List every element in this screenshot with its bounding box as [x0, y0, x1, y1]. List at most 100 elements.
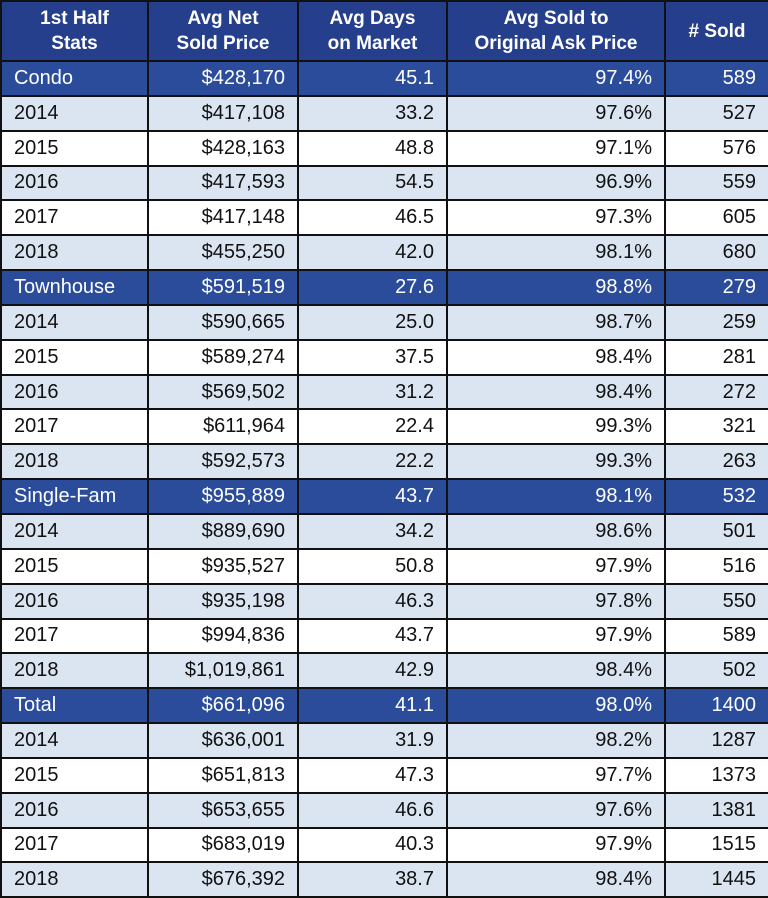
year-cell: 2018 — [0, 443, 149, 481]
avg-sold-to-ask-cell: 98.4% — [446, 861, 666, 898]
avg-sold-to-ask-cell: 98.7% — [446, 303, 666, 341]
table-row: 2014 $590,665 25.0 98.7% 259 — [0, 303, 768, 341]
year-cell: 2018 — [0, 861, 149, 898]
avg-net-sold-price-cell: $589,274 — [147, 338, 299, 376]
num-sold-cell: 1381 — [664, 791, 768, 829]
num-sold-cell: 281 — [664, 338, 768, 376]
num-sold-cell: 502 — [664, 652, 768, 690]
avg-net-sold-price-cell: $935,198 — [147, 582, 299, 620]
table-row: 2015 $651,813 47.3 97.7% 1373 — [0, 756, 768, 794]
avg-net-sold-price-cell: $428,163 — [147, 129, 299, 167]
avg-sold-to-ask-cell: 98.0% — [446, 687, 666, 725]
group-label-cell: Townhouse — [0, 269, 149, 306]
avg-sold-to-ask-cell: 98.4% — [446, 652, 666, 690]
avg-days-on-market-cell: 43.7 — [297, 478, 448, 515]
avg-net-sold-price-cell: $676,392 — [147, 861, 299, 898]
table-row: 2018 $1,019,861 42.9 98.4% 502 — [0, 652, 768, 690]
num-sold-cell: 321 — [664, 408, 768, 446]
avg-sold-to-ask-cell: 98.1% — [446, 478, 666, 515]
avg-sold-to-ask-cell: 99.3% — [446, 443, 666, 481]
avg-sold-to-ask-cell: 99.3% — [446, 408, 666, 446]
table-row: 2014 $889,690 34.2 98.6% 501 — [0, 512, 768, 550]
avg-days-on-market-cell: 25.0 — [297, 303, 448, 341]
avg-sold-to-ask-cell: 97.9% — [446, 826, 666, 864]
year-cell: 2014 — [0, 512, 149, 550]
avg-days-on-market-cell: 37.5 — [297, 338, 448, 376]
avg-sold-to-ask-cell: 98.4% — [446, 373, 666, 411]
year-cell: 2017 — [0, 199, 149, 237]
table-row: 2017 $417,148 46.5 97.3% 605 — [0, 199, 768, 237]
avg-sold-to-ask-cell: 97.9% — [446, 617, 666, 655]
avg-net-sold-price-cell: $569,502 — [147, 373, 299, 411]
avg-sold-to-ask-cell: 98.2% — [446, 722, 666, 759]
avg-net-sold-price-cell: $1,019,861 — [147, 652, 299, 690]
avg-days-on-market-cell: 48.8 — [297, 129, 448, 167]
num-sold-cell: 1400 — [664, 687, 768, 725]
num-sold-cell: 263 — [664, 443, 768, 481]
num-sold-cell: 527 — [664, 94, 768, 132]
column-header-avg-net-sold-price: Avg Net Sold Price — [147, 0, 299, 62]
avg-days-on-market-cell: 43.7 — [297, 617, 448, 655]
table-row: 2017 $611,964 22.4 99.3% 321 — [0, 408, 768, 446]
avg-days-on-market-cell: 40.3 — [297, 826, 448, 864]
table-row: 2017 $683,019 40.3 97.9% 1515 — [0, 826, 768, 864]
avg-sold-to-ask-cell: 97.8% — [446, 582, 666, 620]
avg-sold-to-ask-cell: 97.6% — [446, 791, 666, 829]
avg-net-sold-price-cell: $935,527 — [147, 547, 299, 585]
table-row: 2016 $417,593 54.5 96.9% 559 — [0, 164, 768, 202]
group-row: Townhouse $591,519 27.6 98.8% 279 — [0, 269, 768, 306]
avg-days-on-market-cell: 41.1 — [297, 687, 448, 725]
avg-net-sold-price-cell: $611,964 — [147, 408, 299, 446]
avg-sold-to-ask-cell: 98.4% — [446, 338, 666, 376]
num-sold-cell: 1515 — [664, 826, 768, 864]
avg-days-on-market-cell: 46.6 — [297, 791, 448, 829]
table-row: 2016 $653,655 46.6 97.6% 1381 — [0, 791, 768, 829]
avg-net-sold-price-cell: $428,170 — [147, 60, 299, 97]
num-sold-cell: 550 — [664, 582, 768, 620]
avg-days-on-market-cell: 22.4 — [297, 408, 448, 446]
avg-net-sold-price-cell: $592,573 — [147, 443, 299, 481]
header-row: 1st Half Stats Avg Net Sold Price Avg Da… — [0, 0, 768, 62]
group-row: Condo $428,170 45.1 97.4% 589 — [0, 60, 768, 97]
year-cell: 2015 — [0, 338, 149, 376]
avg-sold-to-ask-cell: 98.1% — [446, 234, 666, 272]
num-sold-cell: 279 — [664, 269, 768, 306]
year-cell: 2015 — [0, 756, 149, 794]
year-cell: 2014 — [0, 94, 149, 132]
avg-net-sold-price-cell: $636,001 — [147, 722, 299, 759]
avg-net-sold-price-cell: $994,836 — [147, 617, 299, 655]
year-cell: 2014 — [0, 722, 149, 759]
year-cell: 2014 — [0, 303, 149, 341]
avg-days-on-market-cell: 38.7 — [297, 861, 448, 898]
avg-days-on-market-cell: 50.8 — [297, 547, 448, 585]
num-sold-cell: 576 — [664, 129, 768, 167]
num-sold-cell: 516 — [664, 547, 768, 585]
num-sold-cell: 501 — [664, 512, 768, 550]
num-sold-cell: 589 — [664, 617, 768, 655]
year-cell: 2015 — [0, 129, 149, 167]
num-sold-cell: 605 — [664, 199, 768, 237]
table-row: 2018 $592,573 22.2 99.3% 263 — [0, 443, 768, 481]
table-row: 2014 $636,001 31.9 98.2% 1287 — [0, 722, 768, 759]
avg-sold-to-ask-cell: 97.9% — [446, 547, 666, 585]
avg-net-sold-price-cell: $417,108 — [147, 94, 299, 132]
num-sold-cell: 1445 — [664, 861, 768, 898]
num-sold-cell: 559 — [664, 164, 768, 202]
avg-sold-to-ask-cell: 97.3% — [446, 199, 666, 237]
table-row: 2016 $569,502 31.2 98.4% 272 — [0, 373, 768, 411]
avg-days-on-market-cell: 54.5 — [297, 164, 448, 202]
table-row: 2015 $589,274 37.5 98.4% 281 — [0, 338, 768, 376]
year-cell: 2016 — [0, 373, 149, 411]
num-sold-cell: 1287 — [664, 722, 768, 759]
avg-net-sold-price-cell: $591,519 — [147, 269, 299, 306]
avg-sold-to-ask-cell: 97.1% — [446, 129, 666, 167]
avg-days-on-market-cell: 42.9 — [297, 652, 448, 690]
group-row: Single-Fam $955,889 43.7 98.1% 532 — [0, 478, 768, 515]
column-header-avg-days-on-market: Avg Days on Market — [297, 0, 448, 62]
num-sold-cell: 1373 — [664, 756, 768, 794]
num-sold-cell: 532 — [664, 478, 768, 515]
column-header-num-sold: # Sold — [664, 0, 768, 62]
avg-days-on-market-cell: 46.3 — [297, 582, 448, 620]
avg-days-on-market-cell: 34.2 — [297, 512, 448, 550]
